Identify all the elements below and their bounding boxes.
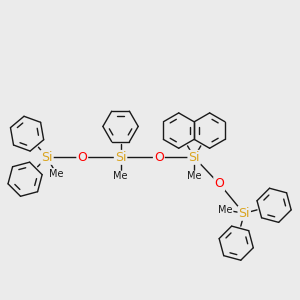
Text: Me: Me bbox=[218, 205, 233, 215]
Text: O: O bbox=[214, 177, 224, 190]
Text: O: O bbox=[154, 151, 164, 164]
Text: Me: Me bbox=[49, 169, 64, 179]
Text: Si: Si bbox=[188, 151, 200, 164]
Text: Si: Si bbox=[115, 151, 126, 164]
Text: Me: Me bbox=[187, 171, 201, 181]
Text: Si: Si bbox=[41, 151, 53, 164]
Text: Si: Si bbox=[238, 207, 250, 220]
Text: Me: Me bbox=[113, 171, 128, 181]
Text: O: O bbox=[77, 151, 87, 164]
